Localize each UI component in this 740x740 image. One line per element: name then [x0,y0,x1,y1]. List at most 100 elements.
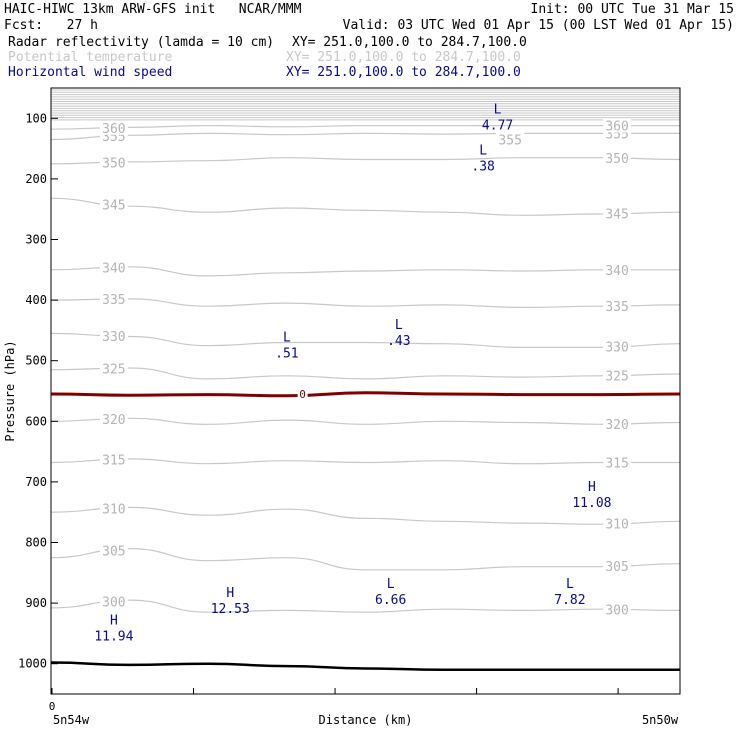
contour-label-bg [603,151,632,166]
theta-label-330: 330 [102,330,125,345]
x-tick-label: 0 [49,700,56,713]
wind-extremum-type: L [566,577,574,592]
theta-contour-305 [50,547,681,571]
contour-label-bg [99,543,128,558]
theta-contour-330 [50,332,681,349]
contour-label-bg [603,262,632,277]
theta-label-335: 335 [605,300,628,315]
contour-label-bg [99,501,128,516]
contour-label-bg [603,602,632,617]
plot-frame [50,87,681,695]
wind-speed-value: 4.77 [482,118,513,133]
wind-speed-value: 7.82 [554,593,585,608]
wind-extremum-type: L [479,144,487,159]
y-tick-label: 1000 [18,657,47,671]
theta-label-315: 315 [102,454,125,469]
theta-label-345: 345 [102,199,125,214]
theta-label-345: 345 [605,208,628,223]
contour-label-bg [603,416,632,431]
wind-extremum-type: H [226,586,234,601]
theta-label-330: 330 [605,341,628,356]
y-tick-label: 600 [25,414,47,428]
x-right-location: 5n50w [642,713,679,727]
wind-speed-value: 11.08 [572,496,611,511]
contour-label-bg [99,292,128,307]
contour-label-bg [603,516,632,531]
wind-extremum-type: H [110,613,118,628]
theta-label-355: 355 [498,134,521,149]
field-xy-wind: XY= 251.0,100.0 to 284.7,100.0 [286,65,521,80]
theta-contour-350 [50,157,681,165]
wind-speed-value: 11.94 [94,629,133,644]
contour-label-bg [603,118,632,133]
wind-speed-value: 6.66 [375,593,406,608]
theta-contour-300 [50,599,681,613]
header-fcst: Fcst: 27 h [4,18,98,33]
theta-label-325: 325 [102,362,125,377]
contour-label-bg [99,260,128,275]
y-tick-label: 500 [25,354,47,368]
freezing-level-label: 0 [299,388,306,401]
wind-extremum-type: L [283,330,291,345]
theta-label-300: 300 [102,596,125,611]
contour-label-bg [603,339,632,354]
y-tick-label: 100 [25,111,47,125]
header-valid: Valid: 03 UTC Wed 01 Apr 15 (00 LST Wed … [342,18,734,33]
theta-label-305: 305 [102,544,125,559]
theta-label-320: 320 [605,418,628,433]
wind-speed-value: 12.53 [211,602,250,617]
contour-label-bg [99,197,128,212]
x-left-location: 5n54w [53,713,90,727]
y-tick-label: 700 [25,475,47,489]
x-axis-label: Distance (km) [319,713,413,727]
contour-label-bg [603,298,632,313]
y-tick-label: 800 [25,536,47,550]
theta-label-335: 335 [102,293,125,308]
wind-speed-value: .38 [471,160,494,175]
theta-contour-340 [50,266,680,277]
wind-speed-value: .51 [275,346,298,361]
theta-label-310: 310 [605,518,628,533]
theta-contour-310 [50,506,681,525]
contour-label-bg [603,368,632,383]
theta-label-360: 360 [605,120,628,135]
theta-label-350: 350 [102,156,125,171]
wind-speed-value: .43 [387,334,410,349]
theta-label-340: 340 [102,261,125,276]
wind-extremum-type: H [588,480,596,495]
contour-label-bg [99,155,128,170]
contour-label-bg [496,132,525,147]
contour-label-bg [603,206,632,221]
wind-extremum-type: L [395,318,403,333]
theta-label-300: 300 [605,603,628,618]
contour-label-bg [603,559,632,574]
theta-label-340: 340 [605,264,628,279]
field-name-reflectivity: Radar reflectivity (lamda = 10 cm) [8,35,275,50]
field-xy-reflectivity: XY= 251.0,100.0 to 284.7,100.0 [292,35,527,50]
contour-label-bg [603,455,632,470]
field-name-wind: Horizontal wind speed [8,65,173,80]
wind-extremum-type: L [494,102,502,117]
theta-contour-360 [50,124,680,130]
theta-label-305: 305 [605,560,628,575]
wind-extremum-type: L [387,577,395,592]
theta-label-310: 310 [102,502,125,517]
contour-label-bg [99,328,128,343]
theta-label-320: 320 [102,413,125,428]
theta-label-315: 315 [605,457,628,472]
y-tick-label: 400 [25,293,47,307]
freezing-level-line [50,391,681,398]
contour-label-bg [99,594,128,609]
y-tick-label: 200 [25,172,47,186]
theta-label-360: 360 [102,122,125,137]
field-xy-theta: XY= 251.0,100.0 to 284.7,100.0 [286,50,521,65]
header-title: HAIC-HIWC 13km ARW-GFS init NCAR/MMM [4,2,302,17]
theta-contour-355 [50,132,680,141]
theta-contour-325 [50,367,681,380]
theta-contour-335 [50,298,681,309]
header-init: Init: 00 UTC Tue 31 Mar 15 [530,2,735,17]
theta-label-325: 325 [605,369,628,384]
y-axis-label: Pressure (hPa) [3,340,17,441]
contour-label-bg [99,452,128,467]
